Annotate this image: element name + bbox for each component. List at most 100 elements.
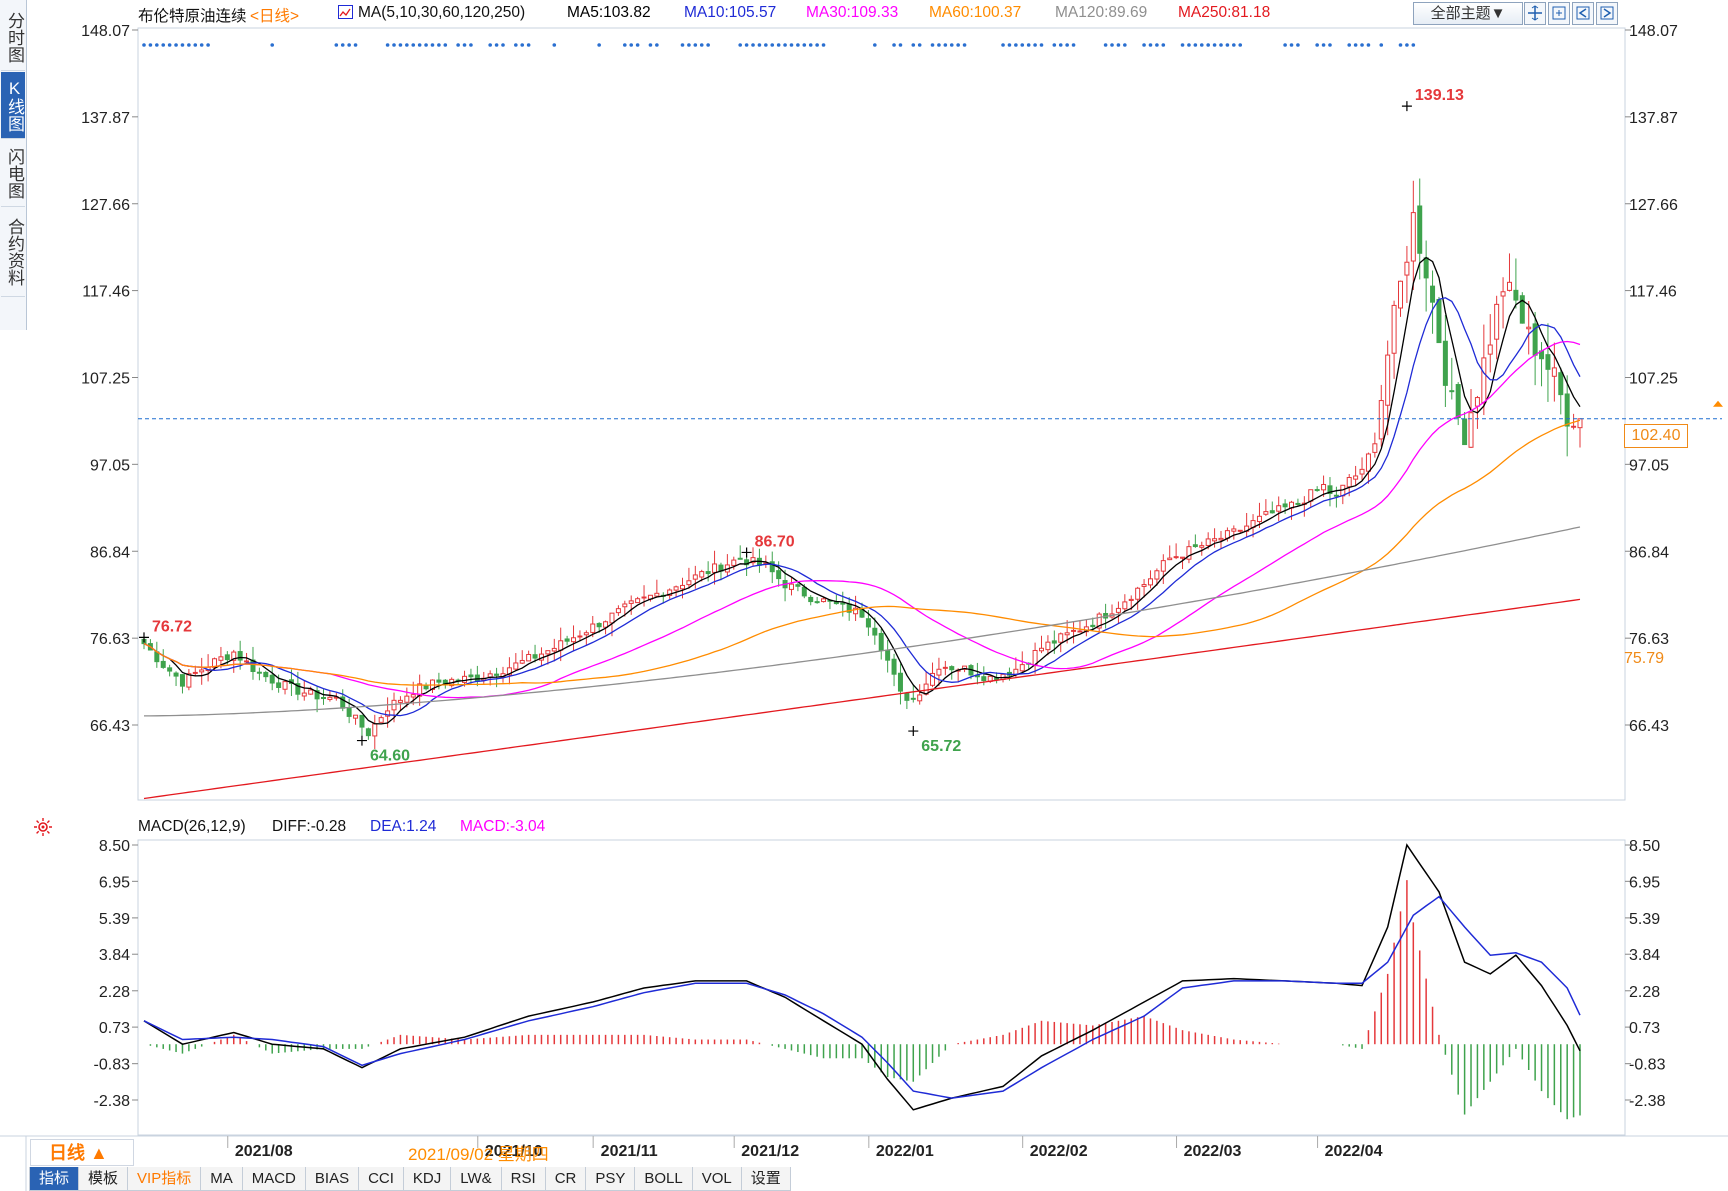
candle-body bbox=[513, 662, 519, 670]
extreme-marker bbox=[908, 726, 919, 737]
candle-body bbox=[609, 612, 615, 624]
candle-body bbox=[173, 672, 179, 677]
indicator-tab-1[interactable]: 模板 bbox=[78, 1167, 129, 1191]
candle-body bbox=[1192, 544, 1198, 548]
candle-body bbox=[282, 681, 288, 690]
indicator-tab-2[interactable]: VIP指标 bbox=[127, 1167, 202, 1191]
indicator-tab-13[interactable]: VOL bbox=[691, 1167, 742, 1191]
signal-dot bbox=[1058, 43, 1063, 47]
signal-dot bbox=[873, 43, 877, 47]
candle-body bbox=[1571, 425, 1577, 428]
candle-body bbox=[788, 583, 794, 590]
y-tick-label-right: 107.25 bbox=[1629, 371, 1678, 388]
period-selector[interactable]: 日线 ▲ bbox=[30, 1139, 134, 1166]
candle-body bbox=[808, 596, 814, 603]
extreme-label: 65.72 bbox=[921, 738, 961, 755]
signal-dot bbox=[494, 43, 499, 47]
candle-body bbox=[1173, 556, 1179, 559]
zoom-fit-button[interactable] bbox=[1524, 2, 1546, 25]
indicator-tab-4[interactable]: MACD bbox=[241, 1167, 306, 1191]
candle-body bbox=[878, 632, 884, 652]
candle-body bbox=[1071, 629, 1077, 632]
candle-body bbox=[410, 694, 416, 698]
indicator-tab-3[interactable]: MA bbox=[200, 1167, 243, 1191]
tab-contract-info[interactable]: 合约资料 bbox=[1, 208, 25, 297]
candle-body bbox=[436, 679, 442, 683]
candle-body bbox=[654, 592, 660, 597]
candle-body bbox=[167, 667, 173, 672]
tab-flash[interactable]: 闪电图 bbox=[1, 140, 25, 207]
candle-body bbox=[1231, 528, 1237, 532]
candle-body bbox=[1391, 304, 1397, 354]
y-tick-label-left: 76.63 bbox=[90, 631, 130, 648]
signal-dot bbox=[1161, 43, 1166, 47]
candle-body bbox=[218, 656, 224, 661]
ma60-axis-tag: 75.79 bbox=[1624, 650, 1665, 667]
signal-dot bbox=[1366, 43, 1371, 47]
ma30-value: MA30:109.33 bbox=[806, 4, 899, 21]
candle-body bbox=[712, 563, 718, 573]
zoom-in-button[interactable] bbox=[1596, 2, 1618, 25]
signal-dot bbox=[635, 43, 640, 47]
indicator-tab-9[interactable]: RSI bbox=[500, 1167, 546, 1191]
ma250-line bbox=[143, 598, 1581, 800]
candle-body bbox=[1064, 632, 1070, 636]
candle-body bbox=[1430, 285, 1436, 303]
extreme-marker bbox=[139, 632, 149, 643]
indicator-tab-14[interactable]: 设置 bbox=[740, 1167, 791, 1191]
y-tick-label-left: 86.84 bbox=[90, 544, 130, 561]
signal-dot bbox=[405, 43, 409, 47]
y-tick-label-left: 117.46 bbox=[82, 284, 130, 301]
ma-indicator-icon[interactable] bbox=[338, 5, 353, 19]
candle-body bbox=[468, 674, 474, 678]
signal-dot bbox=[815, 43, 819, 47]
candle-body bbox=[667, 589, 673, 596]
signal-dot bbox=[270, 43, 275, 47]
indicator-tab-6[interactable]: CCI bbox=[358, 1167, 404, 1191]
candle-body bbox=[301, 692, 307, 697]
macd-dea-line bbox=[143, 895, 1581, 1099]
indicator-tab-7[interactable]: KDJ bbox=[402, 1167, 452, 1191]
candle-body bbox=[269, 674, 275, 684]
candle-body bbox=[327, 696, 333, 700]
candle-body bbox=[981, 676, 987, 682]
theme-select-button[interactable]: 全部主题▼ bbox=[1413, 2, 1523, 25]
candle-body bbox=[545, 650, 551, 655]
signal-dot bbox=[347, 43, 351, 47]
indicator-tab-12[interactable]: BOLL bbox=[634, 1167, 693, 1191]
candle-body bbox=[1180, 556, 1186, 559]
candle-body bbox=[212, 658, 218, 668]
macd-tick-label-left: 3.84 bbox=[99, 947, 130, 964]
signal-dot bbox=[1328, 43, 1332, 47]
indicator-tab-11[interactable]: PSY bbox=[585, 1167, 636, 1191]
tab-kline[interactable]: K线图 bbox=[1, 72, 25, 139]
sun-settings-icon[interactable] bbox=[33, 817, 53, 842]
signal-dot bbox=[1321, 43, 1326, 47]
instrument-name: 布伦特原油连续 bbox=[138, 8, 247, 25]
signal-dot bbox=[1212, 43, 1217, 47]
indicator-tab-10[interactable]: CR bbox=[544, 1167, 587, 1191]
indicator-tab-8[interactable]: LW& bbox=[450, 1167, 502, 1191]
zoom-out-button[interactable] bbox=[1572, 2, 1594, 25]
signal-dot bbox=[789, 43, 794, 47]
candle-body bbox=[1487, 344, 1493, 355]
candle-body bbox=[526, 653, 532, 662]
period-tag[interactable]: <日线> bbox=[250, 8, 300, 25]
signal-dot bbox=[1103, 43, 1108, 47]
signal-dot bbox=[744, 43, 749, 47]
indicator-tab-0[interactable]: 指标 bbox=[29, 1167, 80, 1191]
macd-tick-label-left: -2.38 bbox=[94, 1093, 131, 1110]
extreme-label: 139.13 bbox=[1415, 87, 1464, 104]
expand-button[interactable] bbox=[1548, 2, 1570, 25]
signal-dot bbox=[430, 43, 435, 47]
indicator-tab-5[interactable]: BIAS bbox=[304, 1167, 360, 1191]
candle-body bbox=[936, 668, 942, 676]
candle-body bbox=[1449, 390, 1455, 393]
tab-timeshare[interactable]: 分时图 bbox=[1, 4, 25, 71]
signal-dot bbox=[1033, 43, 1037, 47]
signal-dot bbox=[1039, 43, 1044, 47]
expand-icon bbox=[1552, 6, 1566, 20]
candle-body bbox=[1147, 578, 1153, 586]
candle-body bbox=[930, 672, 936, 686]
